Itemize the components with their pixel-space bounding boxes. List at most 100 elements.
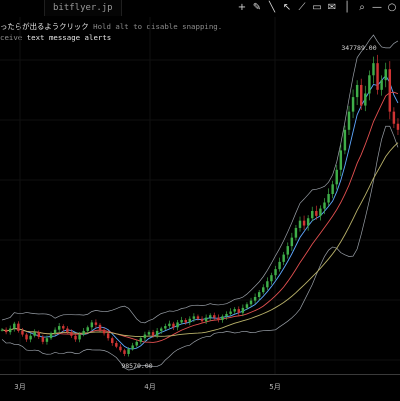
candle-body [8,328,12,333]
candle-body [323,202,326,209]
band-upper-line [1,34,399,324]
candle-body [155,330,159,336]
candle-body [306,218,310,226]
candle-body [368,75,371,94]
candle-body [168,323,171,327]
ruler-icon[interactable]: ▭ [312,2,322,13]
candle-body [4,329,8,333]
candle-body [49,333,53,339]
candle-body [257,292,261,297]
search-icon[interactable]: ⌕ [359,2,365,13]
candle-body [86,327,89,331]
candle-body [123,350,126,354]
line-icon[interactable]: ╲ [268,2,276,13]
candle-body [66,328,69,333]
candle-body [249,300,253,305]
candle-body [339,150,343,170]
dash-icon[interactable]: — [372,2,382,13]
candle-body [25,334,28,340]
moving-average-line [1,74,399,350]
candle-body [343,129,347,151]
candle-body [188,318,192,323]
tab-bitflyer[interactable]: bitflyer.jp [44,0,122,16]
candle-body [53,329,57,334]
candle-body [311,210,314,219]
circle-icon[interactable]: ○ [387,2,397,13]
candle-body [115,343,118,347]
alert-text: text message alerts [26,33,112,42]
alert-message: ceive text message alerts [0,33,111,42]
candle-body [62,326,65,329]
candle-body [94,322,98,325]
candle-body [388,69,392,112]
candle-body [278,261,281,270]
candle-body [294,227,298,238]
candle-body [180,320,183,323]
candle-body [29,335,32,340]
low-price-label: 98570.00 [121,362,153,370]
candle-body [376,63,379,90]
candle-body [200,318,204,322]
candle-body [351,97,355,112]
candle-body [364,93,367,106]
candle-body [380,80,383,90]
candle-body [372,63,375,76]
x-tick-may: 5月 [269,383,281,391]
candle-body [90,322,94,328]
candle-body [229,311,232,314]
candle-body [302,220,306,226]
high-price-label: 347789.00 [341,44,377,52]
plus-icon[interactable]: + [237,2,247,13]
candle-body [298,220,302,228]
arrow-icon[interactable]: ↖ [282,2,292,13]
candle-body [111,338,114,344]
snapping-hint: ったらが出るようクリック Hold alt to disable snappin… [0,21,222,32]
x-tick-march: 3月 [14,383,26,391]
measure-icon[interactable]: ⟋ [298,2,306,13]
candle-body [78,334,81,340]
candle-body [192,316,196,319]
candle-body [241,307,245,313]
candle-body [172,323,175,328]
candle-body [233,309,236,312]
candle-body [13,323,16,329]
vertical-line-icon[interactable]: │ [343,2,351,13]
pencil-icon[interactable]: ✎ [252,2,262,13]
candle-body [37,332,40,337]
candle-body [331,184,334,195]
candle-body [225,313,228,317]
candle-body [21,330,24,335]
candle-body [151,332,155,336]
candle-body [41,336,45,342]
alert-prefix: ceive [0,33,23,42]
candle-body [131,345,134,350]
candle-body [384,69,387,81]
candle-body [208,315,212,318]
candle-body [237,309,240,313]
moving-average-line [1,142,399,338]
candle-body [221,316,224,321]
candle-body [74,335,77,340]
candle-body [143,334,147,339]
candle-body [245,304,249,308]
candle-body [253,297,257,301]
candle-body [360,84,363,106]
candle-body [127,349,130,354]
candle-body [217,317,220,321]
moving-average-line [1,91,399,343]
candle-body [45,338,49,342]
candle-body [270,275,273,282]
x-axis: 3月 4月 5月 [0,374,400,401]
price-chart[interactable] [0,0,400,374]
candle-body [164,326,167,329]
candle-body [119,346,122,351]
candle-body [70,332,73,336]
hint-main-text: ったらが出るようクリック [0,22,89,31]
candle-body [147,332,151,335]
candle-body [315,210,318,216]
candle-body [282,254,285,262]
comment-icon[interactable]: ✉ [327,2,337,13]
candle-body [160,328,163,331]
candle-body [82,330,85,335]
candle-body [57,326,61,330]
